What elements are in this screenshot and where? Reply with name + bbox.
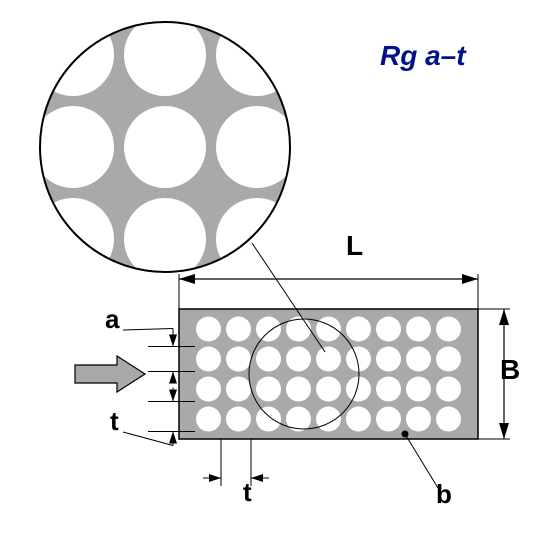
label-a: a <box>105 304 119 335</box>
label-b: b <box>436 479 452 510</box>
label-t-left: t <box>110 406 119 437</box>
diagram-svg <box>0 0 550 550</box>
label-L: L <box>346 230 363 262</box>
label-t-bottom: t <box>243 477 252 508</box>
label-B: B <box>500 354 520 386</box>
